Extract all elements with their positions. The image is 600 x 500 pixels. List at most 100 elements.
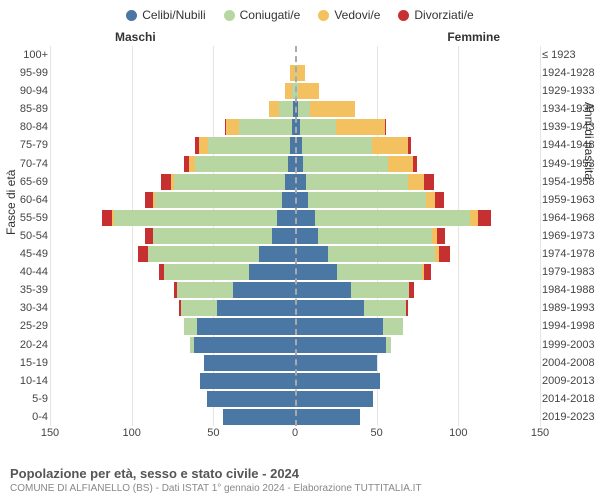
bar-male xyxy=(179,300,295,316)
bar-male xyxy=(195,137,295,153)
segment xyxy=(306,174,407,190)
x-tick: 100 xyxy=(122,427,140,439)
header-male: Maschi xyxy=(115,30,156,44)
chart-area: 15010050050100150 xyxy=(50,46,540,445)
segment xyxy=(386,337,391,353)
segment xyxy=(282,192,295,208)
segment xyxy=(184,318,197,334)
segment xyxy=(295,300,364,316)
age-label: 25-29 xyxy=(0,317,48,335)
birth-label: 2009-2013 xyxy=(542,372,600,390)
segment xyxy=(315,210,470,226)
segment xyxy=(297,65,305,81)
segment xyxy=(295,409,360,425)
segment xyxy=(195,156,288,172)
bar-male xyxy=(269,101,295,117)
segment xyxy=(200,373,295,389)
birth-label: 1989-1993 xyxy=(542,299,600,317)
legend-swatch xyxy=(126,10,137,21)
segment xyxy=(153,228,272,244)
x-tick: 150 xyxy=(531,427,549,439)
segment xyxy=(204,355,295,371)
segment xyxy=(295,264,337,280)
segment xyxy=(408,137,411,153)
birth-label: 2019-2023 xyxy=(542,408,600,426)
segment xyxy=(424,264,431,280)
age-label: 75-79 xyxy=(0,136,48,154)
bar-male xyxy=(102,210,295,226)
x-axis: 15010050050100150 xyxy=(50,427,540,445)
segment xyxy=(114,210,277,226)
bar-male xyxy=(225,119,295,135)
birth-label: 1974-1978 xyxy=(542,245,600,263)
header-female: Femmine xyxy=(447,30,500,44)
segment xyxy=(295,337,386,353)
segment xyxy=(295,246,328,262)
segment xyxy=(413,156,418,172)
birth-label: 1924-1928 xyxy=(542,64,600,82)
legend-label: Coniugati/e xyxy=(240,8,301,22)
segment xyxy=(164,264,249,280)
bar-female xyxy=(295,355,377,371)
x-tick: 150 xyxy=(41,427,59,439)
segment xyxy=(199,137,209,153)
segment xyxy=(194,337,295,353)
bar-female xyxy=(295,264,431,280)
segment xyxy=(337,264,422,280)
bar-male xyxy=(161,174,295,190)
segment xyxy=(181,300,217,316)
segment xyxy=(226,119,239,135)
birth-label: 1969-1973 xyxy=(542,227,600,245)
segment xyxy=(259,246,295,262)
legend-item: Celibi/Nubili xyxy=(126,8,205,22)
segment xyxy=(102,210,112,226)
legend-label: Vedovi/e xyxy=(334,8,380,22)
segment xyxy=(145,228,153,244)
grid-line xyxy=(540,46,541,426)
bar-female xyxy=(295,391,373,407)
bar-male xyxy=(184,318,295,334)
segment xyxy=(279,101,294,117)
segment xyxy=(239,119,291,135)
segment xyxy=(161,174,171,190)
segment xyxy=(177,282,233,298)
segment xyxy=(437,228,445,244)
segment xyxy=(295,228,318,244)
birth-label: 2014-2018 xyxy=(542,390,600,408)
center-line xyxy=(295,46,297,426)
bar-female xyxy=(295,318,403,334)
bar-male xyxy=(223,409,295,425)
legend-label: Celibi/Nubili xyxy=(142,8,205,22)
segment xyxy=(298,101,309,117)
bar-male xyxy=(190,337,295,353)
birth-label: ≤ 1923 xyxy=(542,46,600,64)
birth-label: 1929-1933 xyxy=(542,82,600,100)
bar-male xyxy=(184,156,295,172)
age-label: 0-4 xyxy=(0,408,48,426)
segment xyxy=(295,373,380,389)
age-label: 35-39 xyxy=(0,281,48,299)
segment xyxy=(328,246,436,262)
legend-item: Vedovi/e xyxy=(318,8,380,22)
legend-item: Coniugati/e xyxy=(224,8,301,22)
bar-female xyxy=(295,192,444,208)
segment xyxy=(272,228,295,244)
age-label: 80-84 xyxy=(0,118,48,136)
y-axis-left: 100+95-9990-9485-8980-8475-7970-7465-696… xyxy=(0,46,48,426)
segment xyxy=(208,137,290,153)
bar-female xyxy=(295,156,417,172)
segment xyxy=(409,282,414,298)
bar-female xyxy=(295,282,414,298)
age-label: 95-99 xyxy=(0,64,48,82)
legend-swatch xyxy=(224,10,235,21)
segment xyxy=(145,192,153,208)
segment xyxy=(155,192,282,208)
segment xyxy=(383,318,403,334)
segment xyxy=(364,300,406,316)
segment xyxy=(478,210,491,226)
segment xyxy=(303,156,388,172)
segment xyxy=(351,282,410,298)
segment xyxy=(148,246,259,262)
age-label: 40-44 xyxy=(0,263,48,281)
segment xyxy=(406,300,408,316)
